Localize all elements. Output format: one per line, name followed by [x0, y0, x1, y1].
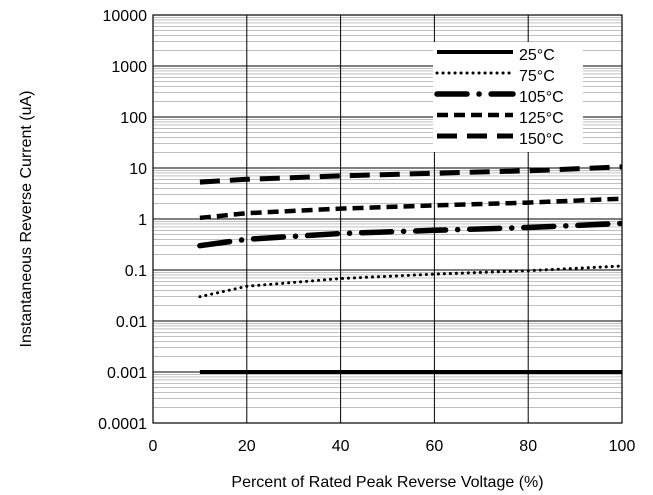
y-tick-label: 1 — [138, 212, 147, 229]
series-line-150c — [199, 164, 623, 185]
x-tick-label: 40 — [332, 438, 350, 455]
y-tick-label: 0.001 — [107, 365, 147, 382]
y-tick-label: 0.1 — [125, 263, 147, 280]
legend-label: 150°C — [519, 131, 564, 148]
y-tick-labels: 0.0001 0.001 0.01 0.1 1 10 100 1000 10000 — [98, 8, 147, 433]
x-tick-label: 100 — [609, 438, 636, 455]
x-tick-label: 20 — [238, 438, 256, 455]
plot-frame — [152, 14, 623, 424]
y-tick-label: 0.0001 — [98, 416, 147, 433]
y-tick-label: 10000 — [103, 8, 148, 25]
x-tick-label: 0 — [149, 438, 158, 455]
series-line-125c — [199, 196, 623, 221]
y-tick-label: 1000 — [111, 59, 147, 76]
legend-label: 25°C — [519, 47, 555, 64]
y-axis-label: Instantaneous Reverse Current (uA) — [18, 90, 35, 347]
legend-label: 125°C — [519, 110, 564, 127]
series-layer — [197, 164, 625, 374]
x-axis-label: Percent of Rated Peak Reverse Voltage (%… — [231, 474, 543, 491]
x-tick-labels: 0 20 40 60 80 100 — [149, 438, 636, 455]
legend-label: 105°C — [519, 89, 564, 106]
x-tick-label: 80 — [519, 438, 537, 455]
legend-label: 75°C — [519, 68, 555, 85]
x-tick-label: 60 — [426, 438, 444, 455]
series-line-105c — [197, 220, 625, 249]
y-tick-label: 10 — [129, 161, 147, 178]
legend: 25°C 75°C 105°C 125°C 150°C — [433, 42, 583, 152]
y-tick-label: 0.01 — [116, 314, 147, 331]
y-tick-label: 100 — [120, 110, 147, 127]
